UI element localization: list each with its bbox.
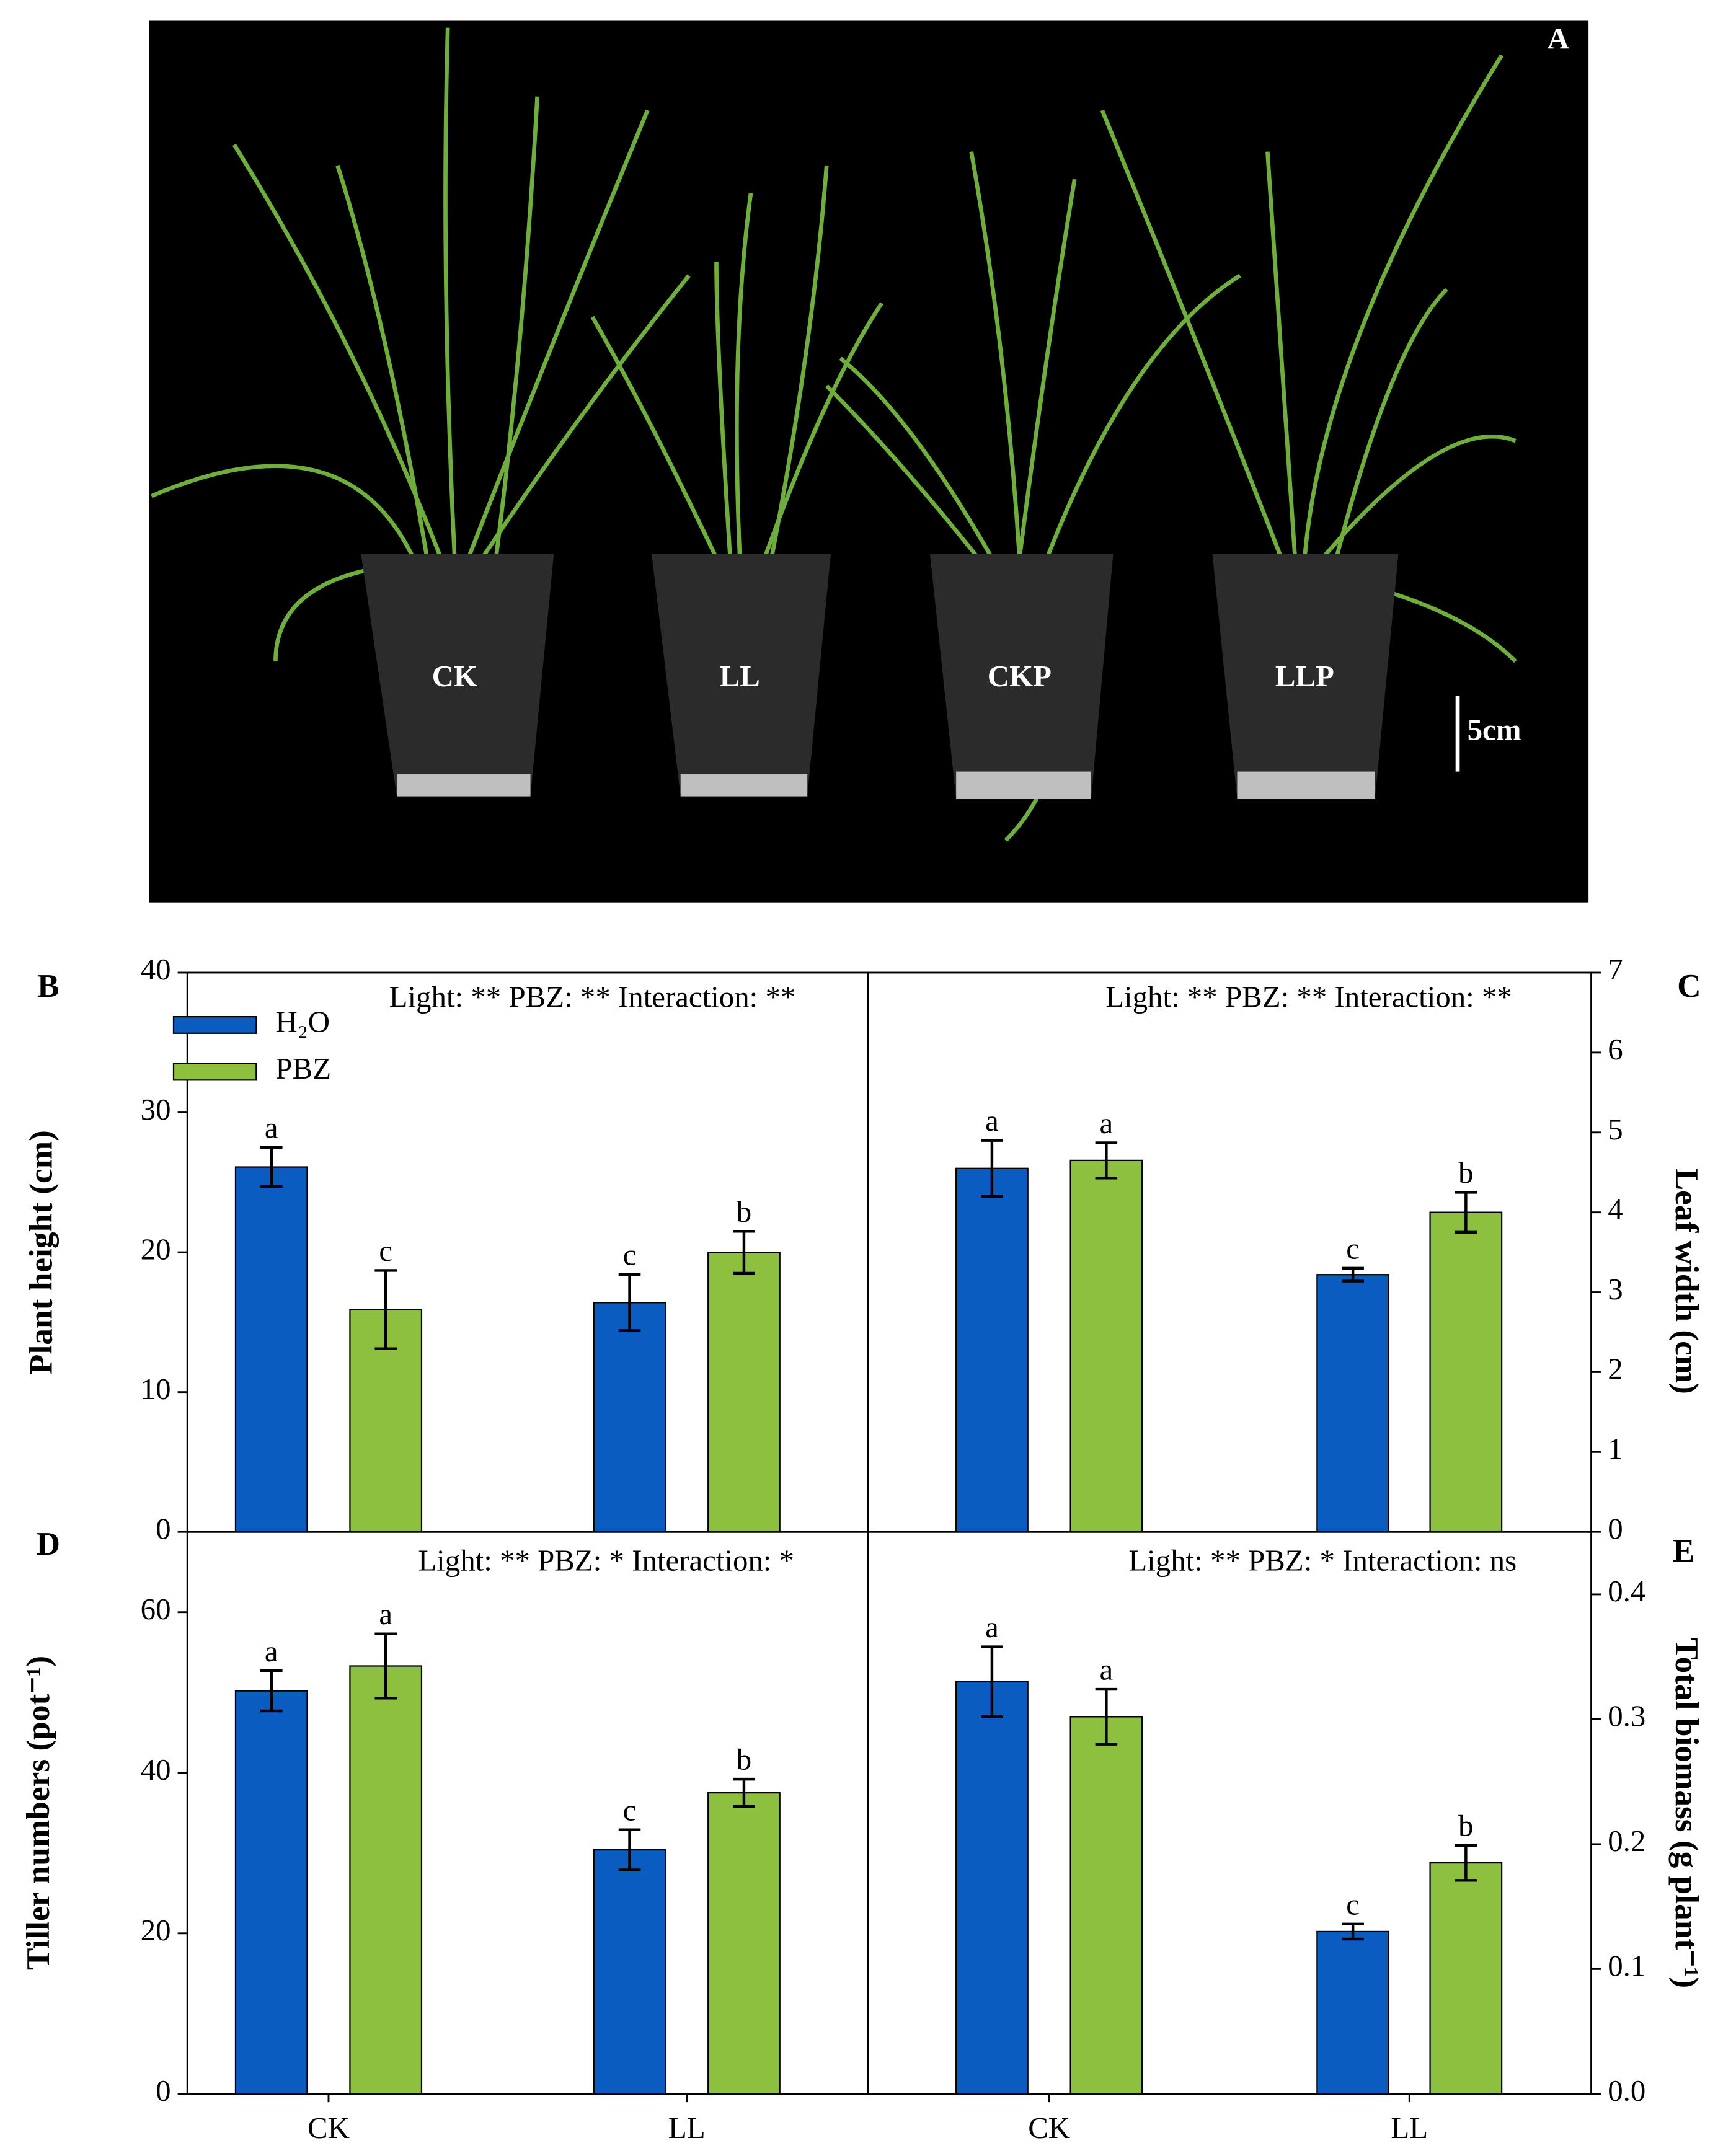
significance-letter: b xyxy=(737,1743,751,1777)
pot-soil-bands xyxy=(396,771,1375,800)
bar xyxy=(1429,1211,1503,1533)
bar xyxy=(593,1849,666,2095)
y-tick-label: 60 xyxy=(141,1592,171,1626)
legend-label: PBZ xyxy=(275,1051,331,1085)
y-tick-label: 0 xyxy=(156,2074,170,2108)
significance-letter: c xyxy=(1346,1231,1360,1265)
x-tick-label: LL xyxy=(668,2111,706,2145)
significance-letter: b xyxy=(737,1195,751,1229)
significance-letter: a xyxy=(379,1597,392,1631)
legend-swatch xyxy=(172,1063,257,1081)
significance-letter: a xyxy=(985,1610,999,1644)
y-tick-label: 20 xyxy=(141,1913,171,1947)
panel-letter: A xyxy=(1548,21,1569,55)
y-tick-label: 20 xyxy=(141,1232,171,1266)
bar xyxy=(955,1681,1029,2095)
y-axis-label: Total biomass (g plant⁻¹) xyxy=(1668,1638,1706,1988)
x-tick-label: LL xyxy=(1391,2111,1428,2145)
significance-letter: c xyxy=(623,1793,637,1827)
pots xyxy=(361,554,1399,800)
y-tick-label: 0.1 xyxy=(1608,1949,1645,1983)
annotation: Light: ** PBZ: * Interaction: ns xyxy=(1128,1544,1517,1578)
significance-letter: a xyxy=(265,1110,278,1144)
y-tick-label: 0.0 xyxy=(1608,2074,1645,2108)
y-tick-label: 3 xyxy=(1608,1272,1623,1306)
significance-letter: a xyxy=(1100,1106,1114,1140)
bar xyxy=(1069,1716,1143,2095)
y-axis-label: Plant height (cm) xyxy=(22,1130,59,1374)
significance-letter: b xyxy=(1458,1808,1473,1842)
y-tick-label: 0.3 xyxy=(1608,1699,1645,1733)
y-tick-label: 0.2 xyxy=(1608,1824,1645,1858)
y-axis-label: Tiller numbers (pot⁻¹) xyxy=(19,1656,56,1970)
y-tick-label: 0.4 xyxy=(1608,1574,1645,1608)
plant-leaves xyxy=(151,27,1517,842)
y-tick-label: 40 xyxy=(141,1752,171,1787)
annotation: Light: ** PBZ: ** Interaction: ** xyxy=(1105,980,1512,1014)
bar xyxy=(707,1792,781,2095)
significance-letter: c xyxy=(1346,1887,1360,1921)
y-axis-label: Leaf width (cm) xyxy=(1668,1169,1706,1394)
significance-letter: c xyxy=(379,1234,392,1268)
y-tick-label: 10 xyxy=(141,1372,171,1406)
bar xyxy=(1069,1159,1143,1533)
legend-swatch xyxy=(172,1016,257,1034)
bar xyxy=(1429,1862,1503,2095)
bar xyxy=(1316,1274,1390,1533)
bar xyxy=(955,1167,1029,1533)
y-tick-label: 0 xyxy=(1608,1511,1623,1545)
y-tick-label: 0 xyxy=(156,1511,170,1545)
bar xyxy=(234,1166,308,1533)
significance-letter: c xyxy=(623,1238,637,1272)
y-tick-label: 30 xyxy=(141,1092,171,1126)
y-tick-label: 4 xyxy=(1608,1192,1623,1226)
significance-letter: a xyxy=(265,1634,278,1668)
annotation: Light: ** PBZ: ** Interaction: ** xyxy=(389,980,796,1014)
panel-letter: D xyxy=(37,1525,61,1562)
bar xyxy=(593,1302,666,1533)
pot-label: CKP xyxy=(988,659,1052,693)
y-tick-label: 6 xyxy=(1608,1032,1623,1066)
pot-label: CK xyxy=(432,659,477,693)
annotation: Light: ** PBZ: * Interaction: * xyxy=(418,1544,794,1578)
pot-label: LLP xyxy=(1275,659,1334,693)
scale-bar-label: 5cm xyxy=(1468,713,1521,747)
y-tick-label: 2 xyxy=(1608,1352,1623,1386)
panel-letter: C xyxy=(1677,967,1701,1004)
bar xyxy=(1316,1930,1390,2095)
significance-letter: b xyxy=(1458,1155,1473,1190)
panel-letter: E xyxy=(1673,1532,1695,1569)
y-tick-label: 1 xyxy=(1608,1432,1623,1466)
legend-label: H₂O xyxy=(275,1005,330,1039)
significance-letter: a xyxy=(1100,1653,1114,1687)
panel-letter: B xyxy=(37,967,60,1004)
x-tick-label: CK xyxy=(308,2111,350,2145)
bar xyxy=(707,1251,781,1533)
y-tick-label: 7 xyxy=(1608,952,1623,986)
bar xyxy=(349,1665,423,2095)
photo-panel: 5cm A xyxy=(148,20,1589,903)
y-tick-label: 5 xyxy=(1608,1112,1623,1146)
significance-letter: a xyxy=(985,1103,999,1138)
x-tick-label: CK xyxy=(1028,2111,1070,2145)
bar xyxy=(234,1690,308,2095)
y-tick-label: 40 xyxy=(141,952,171,986)
plot-frame xyxy=(867,1531,1593,2095)
pot-label: LL xyxy=(720,659,760,693)
